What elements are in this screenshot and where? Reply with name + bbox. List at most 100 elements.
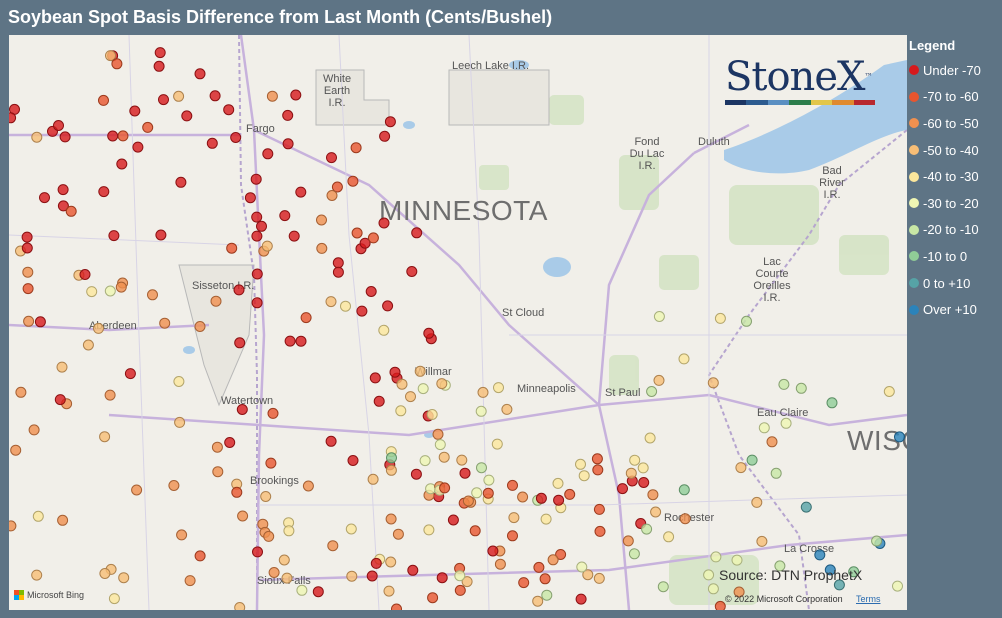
basis-point[interactable] xyxy=(300,312,312,324)
basis-point[interactable] xyxy=(316,214,327,226)
basis-point[interactable] xyxy=(312,586,324,598)
basis-point[interactable] xyxy=(147,289,158,301)
basis-point[interactable] xyxy=(31,131,43,143)
basis-point[interactable] xyxy=(173,376,185,387)
basis-point[interactable] xyxy=(174,416,186,428)
basis-point[interactable] xyxy=(359,237,371,249)
basis-point[interactable] xyxy=(184,575,196,587)
basis-point[interactable] xyxy=(284,335,296,347)
basis-point[interactable] xyxy=(637,462,649,474)
basis-point[interactable] xyxy=(414,365,426,377)
basis-point[interactable] xyxy=(386,452,397,464)
legend-item[interactable]: Over +10 xyxy=(909,296,1001,323)
basis-point[interactable] xyxy=(540,513,552,525)
basis-point[interactable] xyxy=(389,366,401,378)
basis-point[interactable] xyxy=(547,554,559,566)
basis-point[interactable] xyxy=(263,530,275,542)
basis-point[interactable] xyxy=(129,105,141,117)
basis-point[interactable] xyxy=(234,602,246,611)
basis-point[interactable] xyxy=(518,577,530,589)
basis-point[interactable] xyxy=(826,397,838,409)
basis-point[interactable] xyxy=(159,317,171,329)
basis-point[interactable] xyxy=(21,231,33,243)
basis-point[interactable] xyxy=(638,477,650,488)
basis-point[interactable] xyxy=(117,130,129,142)
basis-point[interactable] xyxy=(210,295,222,307)
basis-point[interactable] xyxy=(251,297,263,309)
basis-point[interactable] xyxy=(576,561,588,573)
basis-point[interactable] xyxy=(553,494,565,506)
legend-item[interactable]: -10 to 0 xyxy=(909,243,1001,270)
basis-point[interactable] xyxy=(340,300,351,312)
basis-point[interactable] xyxy=(385,464,397,476)
basis-point[interactable] xyxy=(391,603,402,610)
basis-point[interactable] xyxy=(153,60,165,72)
basis-point[interactable] xyxy=(53,120,64,131)
basis-point[interactable] xyxy=(824,564,836,576)
basis-point[interactable] xyxy=(487,545,499,557)
legend-item[interactable]: -50 to -40 xyxy=(909,137,1001,164)
basis-point[interactable] xyxy=(532,595,544,607)
basis-point[interactable] xyxy=(507,530,518,542)
basis-point[interactable] xyxy=(407,564,419,576)
basis-point[interactable] xyxy=(99,568,111,579)
basis-point[interactable] xyxy=(741,315,752,327)
basis-point[interactable] xyxy=(423,327,435,339)
basis-point[interactable] xyxy=(234,337,246,349)
basis-point[interactable] xyxy=(250,173,262,185)
basis-point[interactable] xyxy=(194,550,206,562)
basis-point[interactable] xyxy=(461,576,473,588)
basis-point[interactable] xyxy=(59,131,71,143)
basis-point[interactable] xyxy=(111,58,123,70)
terms-link[interactable]: Terms xyxy=(856,594,881,604)
basis-point[interactable] xyxy=(425,483,437,495)
basis-point[interactable] xyxy=(181,110,193,122)
basis-point[interactable] xyxy=(735,462,747,474)
basis-point[interactable] xyxy=(494,558,506,570)
basis-point[interactable] xyxy=(575,458,586,470)
basis-point[interactable] xyxy=(396,378,408,390)
basis-point[interactable] xyxy=(290,89,302,101)
basis-point[interactable] xyxy=(325,296,337,308)
basis-point[interactable] xyxy=(231,486,243,498)
basis-point[interactable] xyxy=(132,141,144,153)
basis-point[interactable] xyxy=(751,496,763,508)
basis-point[interactable] xyxy=(267,407,279,419)
basis-point[interactable] xyxy=(131,484,143,496)
basis-point[interactable] xyxy=(251,211,263,223)
basis-point[interactable] xyxy=(714,600,726,610)
basis-point[interactable] xyxy=(733,586,745,598)
basis-point[interactable] xyxy=(226,242,238,254)
basis-point[interactable] xyxy=(383,585,395,597)
basis-point[interactable] xyxy=(9,520,17,532)
basis-point[interactable] xyxy=(447,514,459,526)
basis-point[interactable] xyxy=(296,584,308,596)
basis-point[interactable] xyxy=(155,229,167,241)
basis-point[interactable] xyxy=(454,584,466,596)
basis-point[interactable] xyxy=(770,467,782,479)
basis-point[interactable] xyxy=(332,257,344,269)
basis-point[interactable] xyxy=(482,487,494,499)
basis-point[interactable] xyxy=(426,409,438,420)
basis-point[interactable] xyxy=(104,285,116,297)
basis-point[interactable] xyxy=(650,506,662,518)
basis-point[interactable] xyxy=(653,374,665,386)
basis-point[interactable] xyxy=(107,130,119,142)
basis-point[interactable] xyxy=(366,570,378,582)
basis-point[interactable] xyxy=(378,217,390,229)
basis-point[interactable] xyxy=(266,90,278,102)
basis-point[interactable] xyxy=(105,50,116,62)
basis-point[interactable] xyxy=(663,531,675,543)
basis-point[interactable] xyxy=(746,454,758,466)
map-canvas[interactable]: MINNESOTA WISC Fargo Duluth St Cloud Min… xyxy=(9,35,907,610)
basis-point[interactable] xyxy=(268,567,280,578)
basis-point[interactable] xyxy=(535,492,547,504)
basis-point[interactable] xyxy=(57,184,69,196)
basis-point[interactable] xyxy=(369,372,381,384)
basis-point[interactable] xyxy=(411,227,423,239)
basis-point[interactable] xyxy=(395,405,407,417)
basis-point[interactable] xyxy=(367,232,379,244)
basis-point[interactable] xyxy=(10,444,22,456)
basis-point[interactable] xyxy=(194,321,206,332)
basis-point[interactable] xyxy=(347,455,359,466)
